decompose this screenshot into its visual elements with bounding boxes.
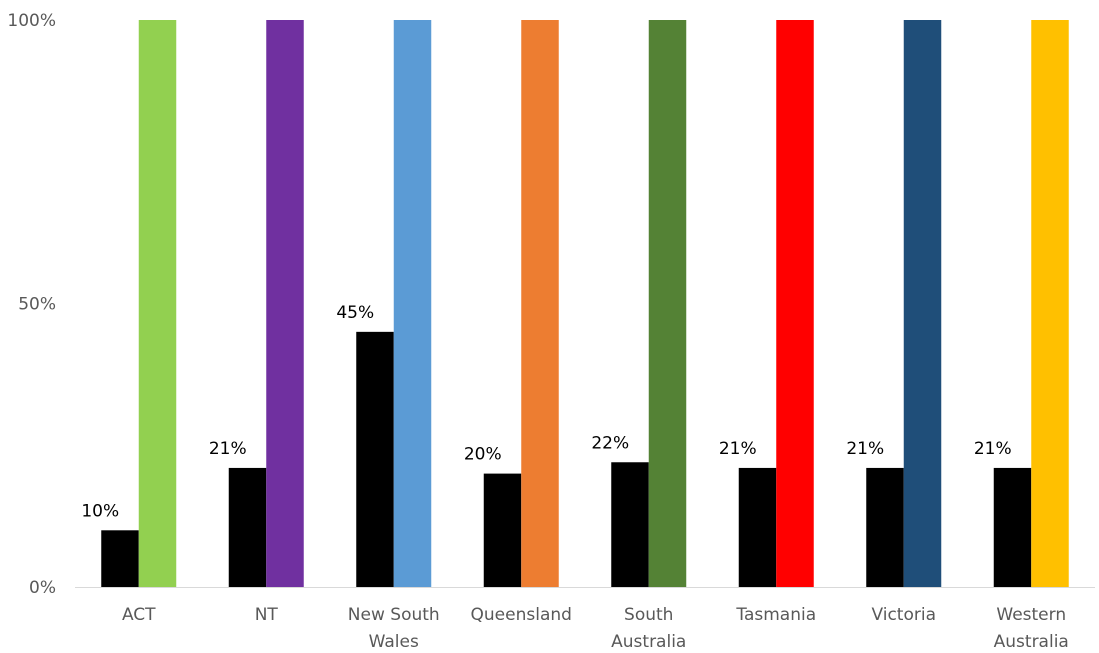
- bar-series-1: [483, 473, 522, 587]
- bar-series-1: [356, 331, 394, 587]
- x-axis-tick-labels: ACT NT New South Wales Queensland South Austra…: [122, 605, 1069, 652]
- bar-marks: [101, 20, 1069, 587]
- x-tick-label: ACT: [122, 605, 156, 625]
- x-tick-label: New South Wales: [348, 605, 440, 648]
- bar-series-2: [393, 20, 432, 587]
- data-label: 21%: [719, 439, 757, 459]
- bar-series-2: [648, 20, 687, 587]
- data-label: 21%: [974, 439, 1012, 459]
- y-axis-tick-labels: 0% 50% 100%: [7, 11, 56, 598]
- y-tick-label: 100%: [7, 11, 56, 31]
- bar-series-1: [866, 467, 904, 587]
- bar-series-2: [776, 20, 814, 587]
- bar-series-2: [1031, 20, 1069, 587]
- x-tick-label: Victoria: [871, 605, 936, 625]
- bar-series-2: [266, 20, 304, 587]
- x-tick-label: South Australia: [611, 605, 686, 648]
- bar-series-1: [993, 467, 1032, 587]
- x-tick-label: NT: [255, 605, 279, 625]
- x-tick-label: Queensland: [471, 605, 572, 625]
- bar-series-1: [738, 467, 777, 587]
- data-labels: 10% 21% 45% 20% 22% 21% 21% 21%: [81, 303, 1011, 521]
- bar-series-2: [521, 20, 559, 587]
- data-label: 20%: [464, 445, 502, 465]
- bar-series-2: [138, 20, 177, 587]
- data-label: 10%: [81, 501, 119, 521]
- x-tick-label: Tasmania: [735, 605, 816, 625]
- y-tick-label: 50%: [18, 295, 56, 315]
- x-tick-label: Western Australia: [994, 605, 1069, 648]
- data-label: 22%: [591, 433, 629, 453]
- bar-series-1: [228, 467, 267, 587]
- bar-series-2: [903, 20, 942, 587]
- data-label: 21%: [209, 439, 247, 459]
- data-label: 21%: [846, 439, 884, 459]
- data-label: 45%: [336, 303, 374, 323]
- bar-series-1: [101, 530, 139, 587]
- bar-series-1: [611, 462, 649, 587]
- y-tick-label: 0%: [29, 578, 56, 598]
